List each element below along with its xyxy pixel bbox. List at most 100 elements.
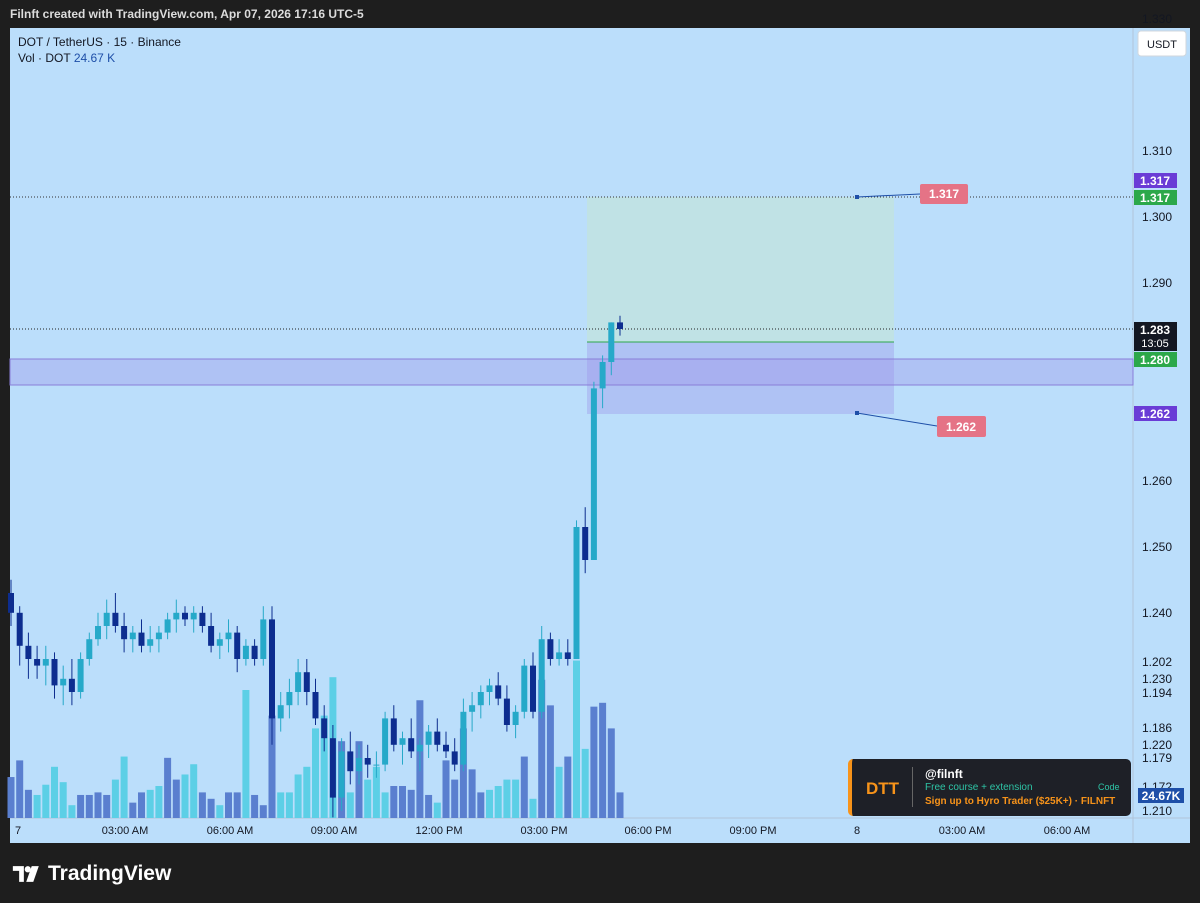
y-tick-label: 1.210 bbox=[1142, 804, 1172, 818]
legend-symbol[interactable]: DOT / TetherUS · 15 · Binance bbox=[18, 35, 181, 49]
footer bbox=[0, 843, 1200, 903]
x-tick-label: 7 bbox=[15, 825, 21, 837]
candle-body bbox=[251, 645, 258, 659]
callout-stop-anchor[interactable] bbox=[855, 411, 859, 415]
volume-tag bbox=[1138, 788, 1184, 803]
promo-cta[interactable]: Sign up to Hyro Trader ($25K+) · FILNFT bbox=[925, 796, 1116, 807]
promo-subtitle: Free course + extension bbox=[925, 782, 1033, 793]
volume-bar bbox=[277, 792, 285, 818]
chart-legend: DOT / TetherUS · 15 · Binance Vol · DOT … bbox=[18, 34, 181, 66]
candle-body bbox=[399, 738, 406, 745]
volume-tag-label: 24.67K bbox=[1142, 789, 1181, 803]
candle-body bbox=[277, 705, 284, 719]
volume-bar bbox=[233, 792, 241, 818]
candle-body bbox=[25, 645, 32, 659]
candle-body bbox=[68, 678, 75, 692]
x-tick-label: 09:00 AM bbox=[311, 825, 357, 837]
brand-logo[interactable]: TradingView bbox=[12, 862, 171, 886]
volume-bar bbox=[407, 789, 415, 818]
volume-bar bbox=[68, 805, 76, 818]
volume-bar bbox=[477, 792, 485, 818]
volume-bar bbox=[573, 660, 580, 818]
volume-bar bbox=[77, 794, 85, 818]
header-title: Filnft created with TradingView.com, Apr… bbox=[0, 0, 1200, 28]
candle-body bbox=[329, 738, 336, 798]
candle-body bbox=[173, 612, 180, 620]
volume-bar bbox=[512, 779, 520, 818]
candle-body bbox=[347, 751, 354, 772]
volume-bar bbox=[381, 792, 389, 818]
price-tag-last-label: 1.283 bbox=[1140, 323, 1170, 337]
x-tick-label: 03:00 AM bbox=[939, 825, 985, 837]
callout-target-anchor[interactable] bbox=[855, 195, 859, 199]
volume-bar bbox=[433, 802, 441, 818]
volume-bar bbox=[538, 679, 546, 818]
volume-bar bbox=[155, 786, 163, 818]
price-tag-stop bbox=[1134, 406, 1177, 421]
volume-bar bbox=[103, 794, 111, 818]
volume-bar bbox=[372, 766, 380, 818]
candle-body bbox=[225, 632, 232, 640]
promo-handle: @filnft bbox=[925, 767, 963, 781]
volume-bar bbox=[138, 792, 145, 818]
candle-body bbox=[538, 639, 545, 712]
y-tick-label: 1.202 bbox=[1142, 655, 1172, 669]
volume-bar bbox=[207, 798, 215, 818]
promo-banner[interactable]: DTT @filnft Free course + extension Sign… bbox=[848, 759, 1131, 816]
candle-body bbox=[443, 744, 449, 752]
volume-bar bbox=[225, 792, 232, 818]
candle-body bbox=[103, 612, 110, 626]
volume-bar bbox=[33, 794, 41, 818]
legend-volume-label: Vol · DOT bbox=[18, 51, 71, 65]
callout-stop-box[interactable] bbox=[937, 416, 986, 437]
price-tag-target-label: 1.317 bbox=[1140, 191, 1170, 205]
candle-body bbox=[617, 322, 623, 329]
promo-logo: DTT bbox=[866, 779, 900, 798]
candle-body bbox=[121, 626, 128, 640]
volume-bar bbox=[198, 792, 206, 818]
callout-target-label: 1.317 bbox=[929, 187, 959, 201]
candle-body bbox=[608, 322, 615, 362]
candle-body bbox=[451, 751, 458, 765]
candle-body bbox=[486, 685, 493, 692]
price-tag-countdown: 13:05 bbox=[1141, 338, 1169, 350]
candle-body bbox=[338, 751, 345, 798]
y-tick-label: 1.186 bbox=[1142, 721, 1172, 735]
candle-body bbox=[590, 388, 597, 560]
volume-bar bbox=[451, 779, 459, 818]
candle-body bbox=[495, 685, 502, 699]
volume-bar bbox=[442, 760, 450, 818]
tradingview-logo-icon bbox=[12, 866, 39, 882]
target-zone[interactable] bbox=[587, 197, 894, 342]
candle-body bbox=[138, 632, 145, 646]
y-tick-label: 1.230 bbox=[1142, 672, 1172, 686]
candle-body bbox=[190, 612, 197, 620]
candle-body bbox=[216, 639, 223, 646]
y-tick-label: 1.300 bbox=[1142, 210, 1172, 224]
stop-zone[interactable] bbox=[587, 342, 894, 414]
volume-bar bbox=[486, 789, 493, 818]
currency-button[interactable] bbox=[1137, 30, 1187, 57]
candle-body bbox=[95, 626, 101, 640]
candle-body bbox=[286, 692, 293, 706]
volume-bar bbox=[346, 792, 354, 818]
candle-body bbox=[208, 626, 215, 646]
volume-bar bbox=[303, 766, 311, 818]
price-tag-stop-label: 1.262 bbox=[1140, 407, 1170, 421]
volume-bar bbox=[16, 760, 24, 818]
callout-target-box[interactable] bbox=[920, 184, 968, 204]
volume-bar bbox=[607, 728, 615, 818]
legend-volume[interactable]: Vol · DOT 24.67 K bbox=[18, 50, 181, 66]
candle-body bbox=[8, 593, 14, 613]
volume-bar bbox=[259, 805, 267, 818]
support-zone[interactable] bbox=[9, 358, 1134, 386]
candle-body bbox=[321, 718, 328, 739]
volume-bar bbox=[364, 779, 372, 818]
y-tick-label: 1.194 bbox=[1142, 686, 1172, 700]
volume-bar bbox=[251, 794, 259, 818]
volume-bar bbox=[216, 805, 224, 818]
volume-bar bbox=[590, 706, 598, 818]
candle-body bbox=[460, 711, 467, 765]
promo-code-label: Code bbox=[1098, 782, 1120, 792]
